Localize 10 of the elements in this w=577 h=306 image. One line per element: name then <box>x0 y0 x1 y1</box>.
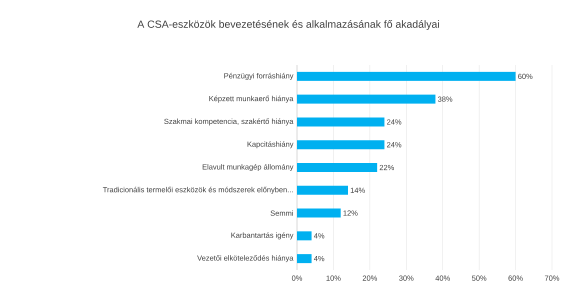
bar <box>297 72 516 81</box>
chart-title: A CSA-eszközök bevezetésének és alkalmazásának fő akadályai <box>137 20 439 30</box>
bar <box>297 163 378 172</box>
bar <box>297 117 384 126</box>
bar <box>297 186 348 195</box>
bar <box>297 140 384 150</box>
bar <box>297 254 312 264</box>
bar <box>297 231 312 240</box>
bar <box>297 208 341 218</box>
bar <box>297 94 436 104</box>
